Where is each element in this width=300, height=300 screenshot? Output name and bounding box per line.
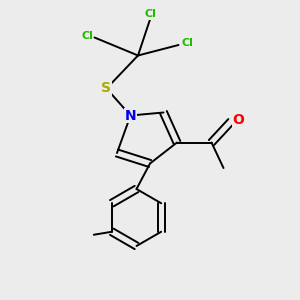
Text: Cl: Cl (144, 9, 156, 19)
Text: N: N (125, 109, 136, 122)
Text: O: O (232, 113, 244, 127)
Text: Cl: Cl (182, 38, 194, 49)
Text: Cl: Cl (81, 31, 93, 41)
Text: S: S (101, 82, 112, 95)
